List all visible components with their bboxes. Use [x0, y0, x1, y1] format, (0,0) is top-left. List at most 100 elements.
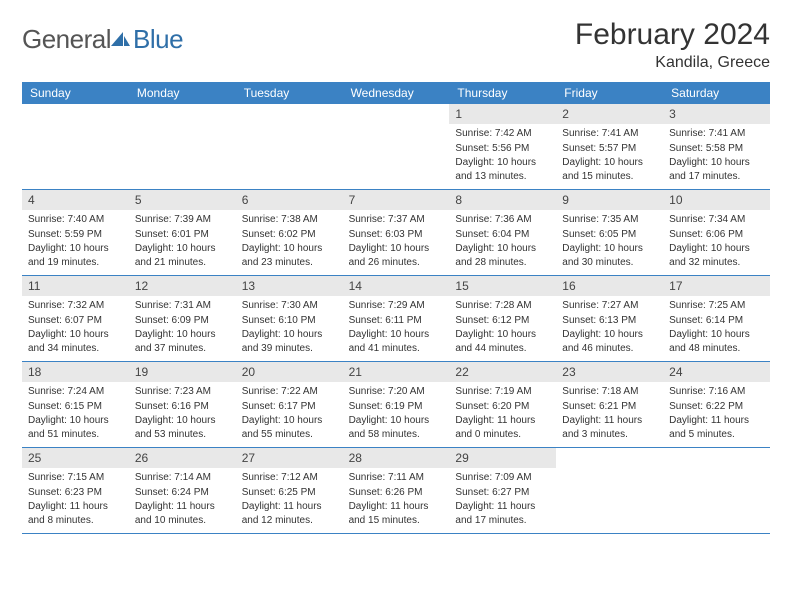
daylight-line: Daylight: 11 hours and 10 minutes. — [135, 500, 230, 527]
sunset-line: Sunset: 6:09 PM — [135, 314, 230, 328]
day-header: Monday — [129, 82, 236, 104]
calendar-body: 1Sunrise: 7:42 AMSunset: 5:56 PMDaylight… — [22, 104, 770, 534]
daylight-line: Daylight: 10 hours and 51 minutes. — [28, 414, 123, 441]
sunrise-line: Sunrise: 7:39 AM — [135, 213, 230, 227]
day-number: 15 — [449, 276, 556, 296]
sunset-line: Sunset: 6:22 PM — [669, 400, 764, 414]
empty-cell — [22, 104, 129, 190]
header: General Blue February 2024 Kandila, Gree… — [22, 18, 770, 72]
day-number: 5 — [129, 190, 236, 210]
day-header: Tuesday — [236, 82, 343, 104]
daylight-line: Daylight: 10 hours and 23 minutes. — [242, 242, 337, 269]
day-cell: 24Sunrise: 7:16 AMSunset: 6:22 PMDayligh… — [663, 362, 770, 448]
sunrise-line: Sunrise: 7:19 AM — [455, 385, 550, 399]
day-number: 7 — [343, 190, 450, 210]
sunrise-line: Sunrise: 7:41 AM — [669, 127, 764, 141]
daylight-line: Daylight: 10 hours and 21 minutes. — [135, 242, 230, 269]
day-number: 9 — [556, 190, 663, 210]
day-content: Sunrise: 7:25 AMSunset: 6:14 PMDaylight:… — [663, 298, 770, 360]
sunset-line: Sunset: 5:59 PM — [28, 228, 123, 242]
day-cell: 15Sunrise: 7:28 AMSunset: 6:12 PMDayligh… — [449, 276, 556, 362]
day-content: Sunrise: 7:23 AMSunset: 6:16 PMDaylight:… — [129, 384, 236, 446]
day-content: Sunrise: 7:39 AMSunset: 6:01 PMDaylight:… — [129, 212, 236, 274]
day-cell: 14Sunrise: 7:29 AMSunset: 6:11 PMDayligh… — [343, 276, 450, 362]
day-content: Sunrise: 7:09 AMSunset: 6:27 PMDaylight:… — [449, 470, 556, 532]
day-cell: 10Sunrise: 7:34 AMSunset: 6:06 PMDayligh… — [663, 190, 770, 276]
daylight-line: Daylight: 10 hours and 13 minutes. — [455, 156, 550, 183]
sunrise-line: Sunrise: 7:11 AM — [349, 471, 444, 485]
day-cell: 7Sunrise: 7:37 AMSunset: 6:03 PMDaylight… — [343, 190, 450, 276]
day-number: 29 — [449, 448, 556, 468]
sunset-line: Sunset: 6:19 PM — [349, 400, 444, 414]
day-number: 6 — [236, 190, 343, 210]
daylight-line: Daylight: 10 hours and 34 minutes. — [28, 328, 123, 355]
sunrise-line: Sunrise: 7:18 AM — [562, 385, 657, 399]
sunset-line: Sunset: 5:57 PM — [562, 142, 657, 156]
daylight-line: Daylight: 10 hours and 44 minutes. — [455, 328, 550, 355]
day-cell: 29Sunrise: 7:09 AMSunset: 6:27 PMDayligh… — [449, 448, 556, 534]
day-cell: 5Sunrise: 7:39 AMSunset: 6:01 PMDaylight… — [129, 190, 236, 276]
day-content: Sunrise: 7:34 AMSunset: 6:06 PMDaylight:… — [663, 212, 770, 274]
sunset-line: Sunset: 6:20 PM — [455, 400, 550, 414]
daylight-line: Daylight: 10 hours and 58 minutes. — [349, 414, 444, 441]
sunset-line: Sunset: 6:13 PM — [562, 314, 657, 328]
daylight-line: Daylight: 11 hours and 12 minutes. — [242, 500, 337, 527]
day-cell: 22Sunrise: 7:19 AMSunset: 6:20 PMDayligh… — [449, 362, 556, 448]
day-content: Sunrise: 7:41 AMSunset: 5:57 PMDaylight:… — [556, 126, 663, 188]
calendar-header-row: SundayMondayTuesdayWednesdayThursdayFrid… — [22, 82, 770, 104]
day-number: 25 — [22, 448, 129, 468]
sunrise-line: Sunrise: 7:31 AM — [135, 299, 230, 313]
daylight-line: Daylight: 11 hours and 5 minutes. — [669, 414, 764, 441]
daylight-line: Daylight: 10 hours and 15 minutes. — [562, 156, 657, 183]
day-cell: 8Sunrise: 7:36 AMSunset: 6:04 PMDaylight… — [449, 190, 556, 276]
day-number: 22 — [449, 362, 556, 382]
day-content: Sunrise: 7:32 AMSunset: 6:07 PMDaylight:… — [22, 298, 129, 360]
day-number: 19 — [129, 362, 236, 382]
day-cell: 25Sunrise: 7:15 AMSunset: 6:23 PMDayligh… — [22, 448, 129, 534]
day-header: Friday — [556, 82, 663, 104]
day-cell: 2Sunrise: 7:41 AMSunset: 5:57 PMDaylight… — [556, 104, 663, 190]
empty-cell — [556, 448, 663, 534]
day-content: Sunrise: 7:14 AMSunset: 6:24 PMDaylight:… — [129, 470, 236, 532]
logo: General Blue — [22, 18, 183, 55]
day-number: 24 — [663, 362, 770, 382]
day-number: 11 — [22, 276, 129, 296]
day-cell: 6Sunrise: 7:38 AMSunset: 6:02 PMDaylight… — [236, 190, 343, 276]
daylight-line: Daylight: 10 hours and 46 minutes. — [562, 328, 657, 355]
day-content: Sunrise: 7:36 AMSunset: 6:04 PMDaylight:… — [449, 212, 556, 274]
day-cell: 23Sunrise: 7:18 AMSunset: 6:21 PMDayligh… — [556, 362, 663, 448]
logo-text-general: General — [22, 24, 111, 55]
sunrise-line: Sunrise: 7:35 AM — [562, 213, 657, 227]
logo-sail-icon — [109, 30, 131, 53]
sunrise-line: Sunrise: 7:37 AM — [349, 213, 444, 227]
daylight-line: Daylight: 11 hours and 0 minutes. — [455, 414, 550, 441]
day-header: Saturday — [663, 82, 770, 104]
title-block: February 2024 Kandila, Greece — [575, 18, 770, 72]
empty-cell — [663, 448, 770, 534]
sunset-line: Sunset: 6:04 PM — [455, 228, 550, 242]
daylight-line: Daylight: 10 hours and 48 minutes. — [669, 328, 764, 355]
day-content: Sunrise: 7:18 AMSunset: 6:21 PMDaylight:… — [556, 384, 663, 446]
day-content: Sunrise: 7:19 AMSunset: 6:20 PMDaylight:… — [449, 384, 556, 446]
sunrise-line: Sunrise: 7:24 AM — [28, 385, 123, 399]
sunrise-line: Sunrise: 7:25 AM — [669, 299, 764, 313]
day-number: 12 — [129, 276, 236, 296]
day-content: Sunrise: 7:38 AMSunset: 6:02 PMDaylight:… — [236, 212, 343, 274]
sunrise-line: Sunrise: 7:30 AM — [242, 299, 337, 313]
day-content: Sunrise: 7:29 AMSunset: 6:11 PMDaylight:… — [343, 298, 450, 360]
day-content: Sunrise: 7:37 AMSunset: 6:03 PMDaylight:… — [343, 212, 450, 274]
sunset-line: Sunset: 6:16 PM — [135, 400, 230, 414]
sunrise-line: Sunrise: 7:09 AM — [455, 471, 550, 485]
daylight-line: Daylight: 11 hours and 17 minutes. — [455, 500, 550, 527]
daylight-line: Daylight: 10 hours and 55 minutes. — [242, 414, 337, 441]
day-number: 8 — [449, 190, 556, 210]
sunrise-line: Sunrise: 7:23 AM — [135, 385, 230, 399]
sunrise-line: Sunrise: 7:29 AM — [349, 299, 444, 313]
empty-cell — [343, 104, 450, 190]
empty-cell — [129, 104, 236, 190]
day-header: Sunday — [22, 82, 129, 104]
day-number: 27 — [236, 448, 343, 468]
day-number: 18 — [22, 362, 129, 382]
day-number: 3 — [663, 104, 770, 124]
day-number: 17 — [663, 276, 770, 296]
